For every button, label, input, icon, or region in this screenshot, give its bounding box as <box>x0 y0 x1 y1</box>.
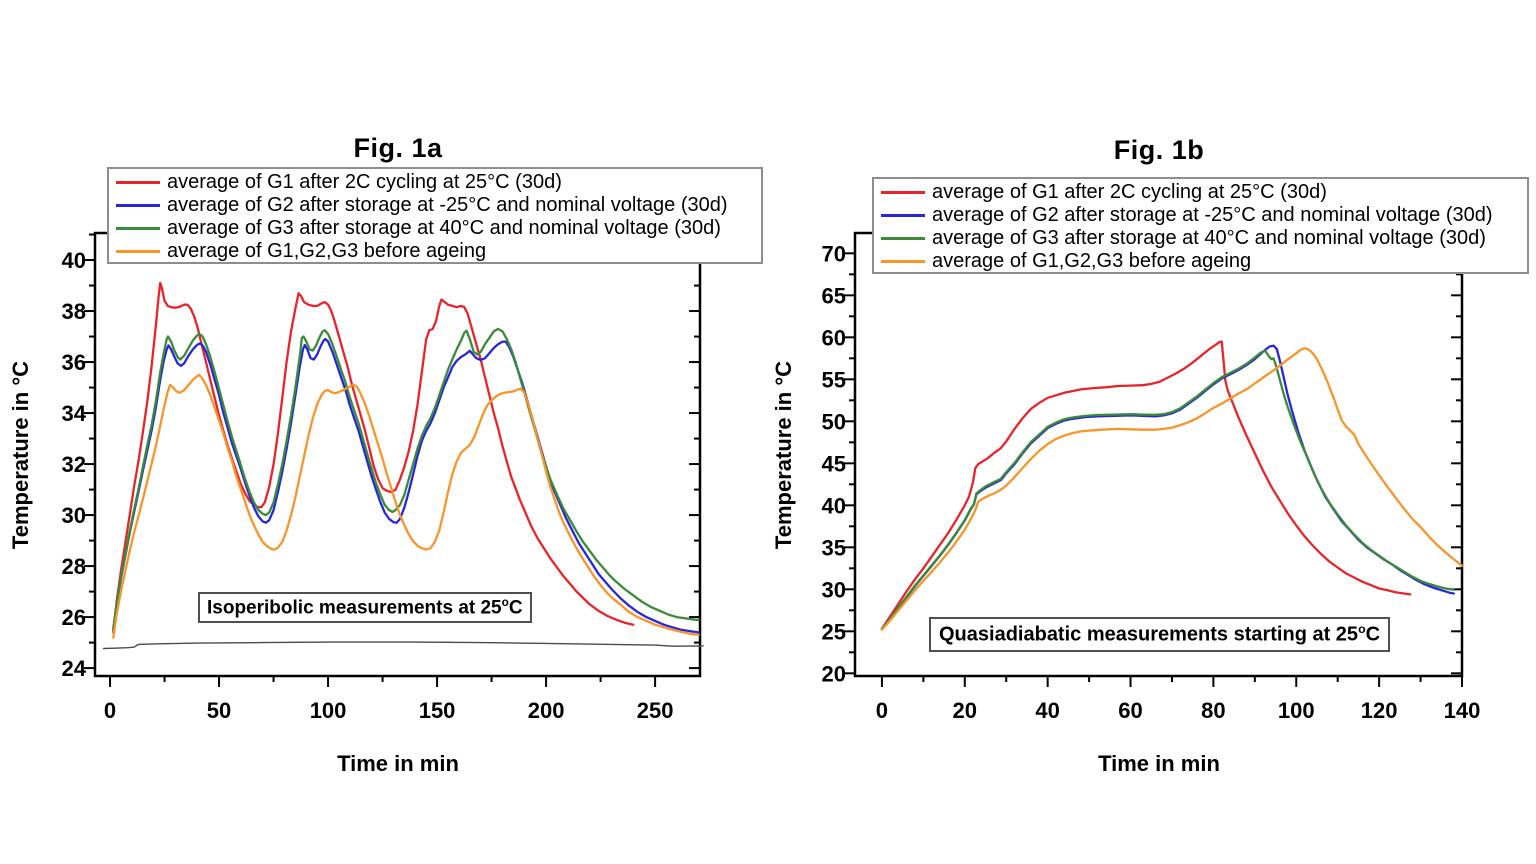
y-tick-label: 40 <box>62 248 86 273</box>
x-tick-label: 80 <box>1201 698 1225 723</box>
x-tick-label: 200 <box>528 698 565 723</box>
legend-item-a-0: average of G1 after 2C cycling at 25°C (… <box>109 171 761 194</box>
degree-symbol: o <box>501 596 509 609</box>
y-tick-label: 24 <box>62 656 87 681</box>
fig1b-y-axis-title: Temperature in °C <box>771 360 796 550</box>
y-tick-label: 55 <box>822 367 846 392</box>
y-tick-label: 20 <box>822 661 846 686</box>
legend-label: average of G3 after storage at 40°C and … <box>167 217 721 239</box>
legend-label: average of G2 after storage at -25°C and… <box>932 204 1493 226</box>
legend-line-swatch <box>881 237 925 240</box>
x-tick-label: 150 <box>419 698 456 723</box>
legend-label: average of G2 after storage at -25°C and… <box>167 194 728 216</box>
legend-label: average of G1 after 2C cycling at 25°C (… <box>167 171 562 193</box>
series-line-1-0 <box>880 340 1412 630</box>
fig1b-annotation: Quasiadiabatic measurements starting at … <box>929 617 1391 652</box>
fig1b-legend: average of G1 after 2C cycling at 25°C (… <box>872 177 1529 274</box>
x-tick-label: 0 <box>104 698 116 723</box>
series-line-1-2 <box>880 349 1455 631</box>
legend-label: average of G1,G2,G3 before ageing <box>167 240 487 262</box>
y-tick-label: 60 <box>822 325 846 350</box>
fig1a-title: Fig. 1a <box>353 133 443 163</box>
series-line-0-3 <box>112 373 700 639</box>
series-line-0-2 <box>112 327 700 631</box>
series-line-1-1 <box>880 344 1455 631</box>
legend-line-swatch <box>116 250 160 253</box>
x-tick-label: 250 <box>637 698 674 723</box>
y-tick-label: 30 <box>822 577 846 602</box>
fig1a-x-axis-title: Time in min <box>337 751 459 776</box>
y-tick-label: 65 <box>822 283 846 308</box>
legend-item-b-2: average of G3 after storage at 40°C and … <box>874 227 1527 250</box>
x-tick-label: 140 <box>1444 698 1481 723</box>
x-tick-label: 0 <box>876 698 888 723</box>
fig1a-y-axis-title: Temperature in °C <box>8 360 33 550</box>
annotation-unit: C <box>1365 623 1381 646</box>
x-tick-label: 50 <box>207 698 231 723</box>
y-tick-label: 28 <box>62 554 86 579</box>
y-tick-label: 26 <box>62 605 86 630</box>
series-line-1-3 <box>880 347 1464 631</box>
x-tick-label: 100 <box>310 698 347 723</box>
legend-line-swatch <box>881 191 925 194</box>
fig1a-legend: average of G1 after 2C cycling at 25°C (… <box>107 167 763 264</box>
legend-line-swatch <box>881 260 925 263</box>
y-tick-label: 32 <box>62 452 86 477</box>
fig1b-title: Fig. 1b <box>1113 135 1205 165</box>
y-tick-label: 25 <box>822 619 846 644</box>
series-line-0-0 <box>112 281 635 634</box>
x-tick-label: 100 <box>1278 698 1315 723</box>
legend-item-b-3: average of G1,G2,G3 before ageing <box>874 250 1527 273</box>
x-tick-label: 60 <box>1118 698 1142 723</box>
series-line-0-4 <box>102 641 704 650</box>
legend-line-swatch <box>116 181 160 184</box>
degree-symbol: o <box>1358 622 1366 636</box>
legend-line-swatch <box>116 204 160 207</box>
y-tick-label: 30 <box>62 503 86 528</box>
legend-item-a-2: average of G3 after storage at 40°C and … <box>109 217 761 240</box>
x-tick-label: 40 <box>1035 698 1059 723</box>
x-tick-label: 20 <box>953 698 977 723</box>
legend-item-b-0: average of G1 after 2C cycling at 25°C (… <box>874 181 1527 204</box>
legend-line-swatch <box>881 214 925 217</box>
y-tick-label: 34 <box>62 401 87 426</box>
y-tick-label: 38 <box>62 299 86 324</box>
y-tick-label: 36 <box>62 350 86 375</box>
y-tick-label: 40 <box>822 493 846 518</box>
x-tick-label: 120 <box>1361 698 1398 723</box>
legend-item-a-3: average of G1,G2,G3 before ageing <box>109 240 761 263</box>
legend-item-b-1: average of G2 after storage at -25°C and… <box>874 204 1527 227</box>
y-tick-label: 35 <box>822 535 846 560</box>
y-tick-label: 45 <box>822 451 846 476</box>
legend-label: average of G1 after 2C cycling at 25°C (… <box>932 181 1327 203</box>
legend-label: average of G1,G2,G3 before ageing <box>932 250 1252 272</box>
annotation-text: Quasiadiabatic measurements starting at … <box>939 623 1359 646</box>
plot-frame <box>853 231 1464 678</box>
legend-item-a-1: average of G2 after storage at -25°C and… <box>109 194 761 217</box>
y-tick-label: 70 <box>822 241 846 266</box>
y-tick-label: 50 <box>822 409 846 434</box>
legend-line-swatch <box>116 227 160 230</box>
annotation-text: Isoperibolic measurements at 25 <box>207 597 502 619</box>
annotation-unit: C <box>508 597 523 619</box>
fig1b-x-axis-title: Time in min <box>1098 751 1220 776</box>
fig1a-annotation: Isoperibolic measurements at 25oC <box>198 592 532 624</box>
legend-label: average of G3 after storage at 40°C and … <box>932 227 1486 249</box>
